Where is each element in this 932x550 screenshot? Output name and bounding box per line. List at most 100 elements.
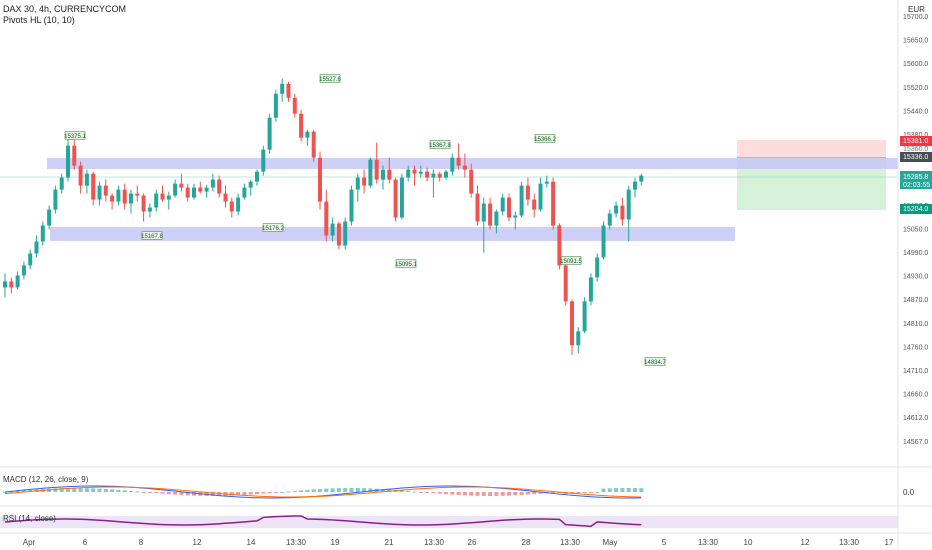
- candle-body: [223, 193, 228, 202]
- candle-body: [399, 177, 404, 218]
- last-price-tag: 15336.0: [903, 154, 928, 161]
- macd-histogram-bar: [236, 492, 241, 496]
- price-tick-label: 15700.0: [903, 14, 928, 21]
- macd-histogram-bar: [620, 488, 625, 492]
- macd-histogram-bar: [588, 492, 593, 493]
- macd-histogram-bar: [519, 492, 524, 496]
- candle-body: [198, 187, 203, 192]
- candle-body: [513, 215, 518, 218]
- candle-body: [267, 117, 272, 150]
- band-layer: [0, 158, 898, 241]
- candle-body: [135, 193, 140, 196]
- macd-histogram-bar: [450, 492, 455, 495]
- pivot-label: 15367.8: [429, 143, 451, 149]
- candle-body: [633, 181, 637, 190]
- macd-histogram-bar: [261, 492, 266, 494]
- candle-body: [494, 211, 499, 226]
- countdown-tag: 02:03:55: [903, 182, 930, 189]
- macd-histogram-bar: [639, 488, 644, 492]
- pivot-label-box: [141, 231, 163, 240]
- macd-histogram-bar: [330, 488, 335, 492]
- macd-histogram-bar: [229, 492, 234, 496]
- candle-body: [488, 203, 493, 226]
- pivot-label-box: [319, 74, 341, 83]
- time-tick-label: Apr: [23, 538, 36, 547]
- candle-body: [280, 83, 285, 94]
- macd-histogram-bar: [488, 492, 493, 496]
- symbol-title[interactable]: DAX 30, 4h, CURRENCYCOM: [3, 4, 127, 14]
- candle-body: [551, 181, 556, 226]
- candle-body: [582, 301, 587, 332]
- candle-body: [204, 187, 209, 192]
- pivot-label: 15176.2: [262, 226, 284, 232]
- candle-body: [305, 131, 310, 138]
- target-price-tag: 15204.0: [903, 206, 928, 213]
- price-tick-label: 15440.0: [903, 108, 928, 115]
- time-tick-label: 13:30: [560, 538, 581, 547]
- candle-body: [362, 177, 367, 186]
- candle-body: [374, 159, 379, 180]
- candle-body: [639, 175, 644, 182]
- macd-histogram-bar: [368, 488, 373, 492]
- candle-body: [160, 193, 165, 200]
- price-tick-label: 15050.0: [903, 226, 928, 233]
- rsi-layer: [0, 515, 898, 528]
- candle-body: [393, 179, 398, 218]
- pivot-label-box: [560, 256, 582, 265]
- rsi-legend[interactable]: RSI (14, close): [3, 514, 56, 523]
- macd-histogram-bar: [475, 492, 480, 496]
- macd-histogram-bar: [122, 490, 127, 492]
- macd-histogram-bar: [336, 488, 341, 492]
- candle-body: [563, 265, 568, 302]
- pivot-label-box: [262, 223, 284, 232]
- macd-histogram-bar: [513, 492, 518, 496]
- candle-body: [500, 197, 505, 212]
- candle-body: [336, 223, 341, 246]
- macd-histogram-bar: [166, 492, 171, 495]
- time-tick-label: 12: [193, 538, 202, 547]
- candle-body: [381, 169, 385, 180]
- candle-body: [103, 185, 108, 196]
- macd-histogram-bar: [494, 492, 499, 496]
- candle-body: [462, 165, 467, 170]
- candle-body: [595, 257, 600, 278]
- candle-body: [9, 281, 14, 288]
- macd-histogram-bar: [53, 488, 58, 492]
- chart-header: DAX 30, 4h, CURRENCYCOM Pivots HL (10, 1…: [3, 4, 126, 26]
- macd-histogram-bar: [59, 488, 64, 492]
- pivot-label: 15527.6: [319, 77, 341, 83]
- macd-histogram-bar: [538, 492, 543, 494]
- time-tick-label: 19: [331, 538, 340, 547]
- macd-histogram-bar: [91, 488, 96, 492]
- macd-histogram-bar: [431, 492, 436, 494]
- macd-histogram-bar: [286, 491, 291, 493]
- time-tick-label: 10: [744, 538, 753, 547]
- macd-histogram-bar: [349, 488, 354, 492]
- price-tick-label: 14567.0: [903, 439, 928, 446]
- candle-body: [343, 221, 348, 246]
- candle-body: [242, 187, 247, 198]
- candle-body: [614, 205, 619, 214]
- candle-body: [437, 173, 442, 178]
- pivot-layer: 15375.1 15527.6 15367.8 15366.2 15167.8 15176…: [64, 74, 667, 366]
- time-tick-label: 17: [885, 538, 894, 547]
- macd-histogram-bar: [84, 488, 89, 492]
- macd-histogram-bar: [66, 488, 70, 492]
- macd-histogram-bar: [273, 492, 278, 493]
- candle-body: [166, 195, 171, 200]
- macd-histogram-bar: [173, 492, 178, 495]
- macd-signal-line: [4, 486, 642, 498]
- candle-body: [324, 201, 329, 236]
- candle-body: [261, 149, 266, 172]
- price-tick-label: 14810.0: [903, 321, 928, 328]
- candle-body: [318, 157, 322, 202]
- indicator-legend[interactable]: Pivots HL (10, 10): [3, 15, 75, 25]
- macd-legend[interactable]: MACD (12, 26, close, 9): [3, 475, 89, 484]
- candle-body: [248, 181, 253, 188]
- candle-body: [349, 189, 354, 222]
- macd-histogram-bar: [110, 489, 115, 492]
- candle-body: [626, 189, 631, 220]
